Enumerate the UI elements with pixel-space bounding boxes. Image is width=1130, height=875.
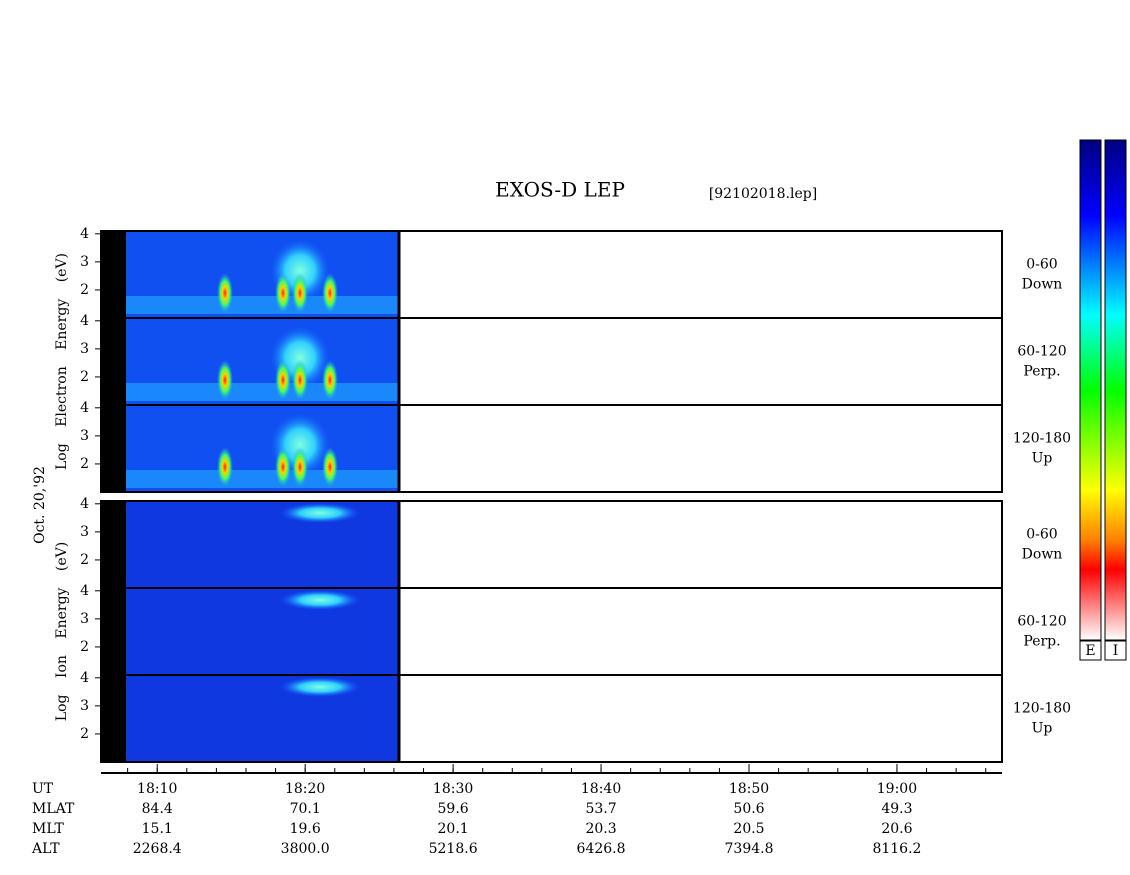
spectrogram-blob bbox=[322, 360, 338, 400]
pitch-label: 60-120 bbox=[1017, 614, 1066, 630]
row-value: 20.5 bbox=[733, 821, 764, 837]
row-value: 84.4 bbox=[142, 801, 173, 817]
spectrogram-blob bbox=[280, 503, 360, 523]
y-tick-label: 4 bbox=[80, 670, 89, 686]
row-value: 2268.4 bbox=[133, 841, 182, 857]
pitch-label: Down bbox=[1022, 277, 1063, 293]
row-value: 15.1 bbox=[142, 821, 173, 837]
y-tick-label: 4 bbox=[80, 400, 89, 416]
pitch-label: Perp. bbox=[1023, 364, 1060, 380]
row-value: 59.6 bbox=[438, 801, 469, 817]
pitch-label: Up bbox=[1032, 451, 1053, 467]
y-tick-label: 4 bbox=[80, 496, 89, 512]
x-tick-label: 18:50 bbox=[729, 781, 769, 797]
x-tick-label: 18:10 bbox=[137, 781, 177, 797]
y-tick-label: 3 bbox=[80, 428, 89, 444]
row-value: 20.1 bbox=[438, 821, 469, 837]
spectrogram-blob bbox=[292, 447, 308, 487]
y-tick-label: 2 bbox=[80, 369, 89, 385]
spectrogram-blob bbox=[280, 677, 360, 697]
no-data-strip bbox=[102, 675, 127, 762]
x-tick-label: 18:40 bbox=[581, 781, 621, 797]
pitch-label: Down bbox=[1022, 547, 1063, 563]
spectrogram-blob bbox=[217, 273, 233, 313]
y-tick-label: 2 bbox=[80, 552, 89, 568]
spectrogram-blob bbox=[275, 273, 291, 313]
y-axis-label: Log Ion Energy (eV) bbox=[54, 542, 70, 721]
row-value: 53.7 bbox=[585, 801, 616, 817]
y-tick-label: 3 bbox=[80, 698, 89, 714]
pitch-label: 120-180 bbox=[1013, 701, 1071, 717]
no-data-strip bbox=[102, 231, 127, 318]
y-tick-label: 4 bbox=[80, 226, 89, 242]
file-label: [92102018.lep] bbox=[709, 186, 817, 202]
y-tick-label: 3 bbox=[80, 524, 89, 540]
colorbar-label: I bbox=[1113, 643, 1119, 659]
colorbar-label-box bbox=[1079, 640, 1102, 661]
y-tick-label: 4 bbox=[80, 583, 89, 599]
row-value: 6426.8 bbox=[577, 841, 626, 857]
row-value: 49.3 bbox=[881, 801, 912, 817]
y-axis-label: Log Electron Energy (eV) bbox=[54, 253, 70, 470]
pitch-label: Perp. bbox=[1023, 634, 1060, 650]
y-tick-label: 4 bbox=[80, 313, 89, 329]
y-tick-label: 3 bbox=[80, 341, 89, 357]
date-label: Oct. 20,'92 bbox=[32, 466, 48, 544]
row-label: UT bbox=[32, 781, 54, 797]
row-value: 19.6 bbox=[290, 821, 321, 837]
pitch-label: 0-60 bbox=[1026, 257, 1057, 273]
y-tick-label: 2 bbox=[80, 639, 89, 655]
colorbar bbox=[1079, 139, 1102, 641]
spectrogram-blob bbox=[275, 447, 291, 487]
y-tick-label: 3 bbox=[80, 254, 89, 270]
row-label: MLT bbox=[32, 821, 64, 837]
spectrogram-blob bbox=[322, 273, 338, 313]
row-value: 20.6 bbox=[881, 821, 912, 837]
row-label: ALT bbox=[31, 841, 60, 857]
y-tick-label: 2 bbox=[80, 726, 89, 742]
row-value: 20.3 bbox=[585, 821, 616, 837]
no-data-strip bbox=[102, 501, 127, 588]
spectrogram-blob bbox=[292, 360, 308, 400]
spectrogram-blob bbox=[217, 360, 233, 400]
spectrogram-blob bbox=[292, 273, 308, 313]
spectrogram-band bbox=[126, 296, 398, 314]
spectrogram-band bbox=[126, 470, 398, 488]
row-value: 8116.2 bbox=[872, 841, 921, 857]
colorbar-label-box bbox=[1104, 640, 1127, 661]
spectrogram-band bbox=[126, 383, 398, 401]
no-data-strip bbox=[102, 405, 127, 492]
y-tick-label: 3 bbox=[80, 611, 89, 627]
row-value: 7394.8 bbox=[725, 841, 774, 857]
no-data-strip bbox=[102, 318, 127, 405]
y-tick-label: 2 bbox=[80, 456, 89, 472]
colorbar bbox=[1104, 139, 1127, 641]
x-tick-label: 19:00 bbox=[877, 781, 917, 797]
row-value: 5218.6 bbox=[429, 841, 478, 857]
pitch-label: 0-60 bbox=[1026, 527, 1057, 543]
row-label: MLAT bbox=[32, 801, 75, 817]
pitch-label: 120-180 bbox=[1013, 431, 1071, 447]
pitch-label: Up bbox=[1032, 721, 1053, 737]
spectrogram-blob bbox=[217, 447, 233, 487]
title: EXOS-D LEP bbox=[495, 178, 625, 202]
spectrogram-blob bbox=[275, 360, 291, 400]
no-data-strip bbox=[102, 588, 127, 675]
x-tick-label: 18:20 bbox=[285, 781, 325, 797]
row-value: 50.6 bbox=[733, 801, 764, 817]
spectrogram-blob bbox=[322, 447, 338, 487]
row-value: 3800.0 bbox=[281, 841, 330, 857]
x-tick-label: 18:30 bbox=[433, 781, 473, 797]
y-tick-label: 2 bbox=[80, 282, 89, 298]
colorbar-label: E bbox=[1085, 643, 1095, 659]
pitch-label: 60-120 bbox=[1017, 344, 1066, 360]
spectrogram-blob bbox=[280, 590, 360, 610]
row-value: 70.1 bbox=[290, 801, 321, 817]
